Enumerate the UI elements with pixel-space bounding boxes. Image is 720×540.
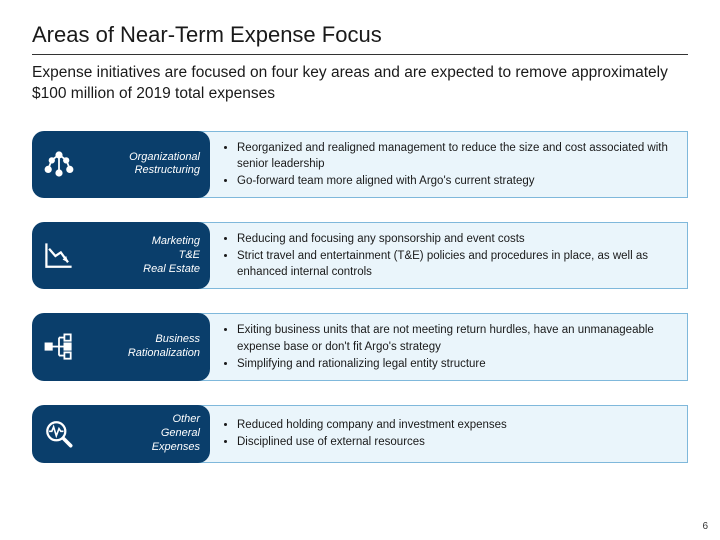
focus-row: Business Rationalization Exiting busines…	[32, 313, 688, 380]
bullet: Simplifying and rationalizing legal enti…	[237, 356, 673, 372]
declining-chart-icon	[40, 237, 78, 275]
page-number: 6	[702, 521, 708, 532]
focus-row: MarketingT&EReal Estate Reducing and foc…	[32, 222, 688, 289]
focus-pill: Business Rationalization	[32, 313, 210, 380]
bullet: Reducing and focusing any sponsorship an…	[237, 231, 673, 247]
bullet: Reorganized and realigned management to …	[237, 140, 673, 172]
bullet: Exiting business units that are not meet…	[237, 322, 673, 354]
focus-pill: OtherGeneralExpenses	[32, 405, 210, 463]
page-subtitle: Expense initiatives are focused on four …	[32, 63, 688, 105]
bullet: Strict travel and entertainment (T&E) po…	[237, 248, 673, 280]
focus-pill: Organizational Restructuring	[32, 131, 210, 198]
focus-label: Organizational Restructuring	[78, 151, 200, 179]
focus-content: Reduced holding company and investment e…	[198, 405, 688, 463]
page-title: Areas of Near-Term Expense Focus	[32, 22, 688, 48]
focus-content: Exiting business units that are not meet…	[198, 313, 688, 380]
bullet: Reduced holding company and investment e…	[237, 417, 507, 433]
title-rule	[32, 54, 688, 55]
focus-label: MarketingT&EReal Estate	[78, 235, 200, 276]
focus-content: Reorganized and realigned management to …	[198, 131, 688, 198]
magnify-pulse-icon	[40, 415, 78, 453]
focus-content: Reducing and focusing any sponsorship an…	[198, 222, 688, 289]
org-chart-icon	[40, 145, 78, 183]
bullet: Go-forward team more aligned with Argo's…	[237, 173, 673, 189]
focus-label: OtherGeneralExpenses	[78, 413, 200, 454]
focus-row: OtherGeneralExpenses Reduced holding com…	[32, 405, 688, 463]
bullet: Disciplined use of external resources	[237, 434, 507, 450]
focus-pill: MarketingT&EReal Estate	[32, 222, 210, 289]
focus-row: Organizational Restructuring Reorganized…	[32, 131, 688, 198]
focus-label: Business Rationalization	[78, 333, 200, 361]
hierarchy-icon	[40, 328, 78, 366]
focus-rows: Organizational Restructuring Reorganized…	[32, 131, 688, 463]
